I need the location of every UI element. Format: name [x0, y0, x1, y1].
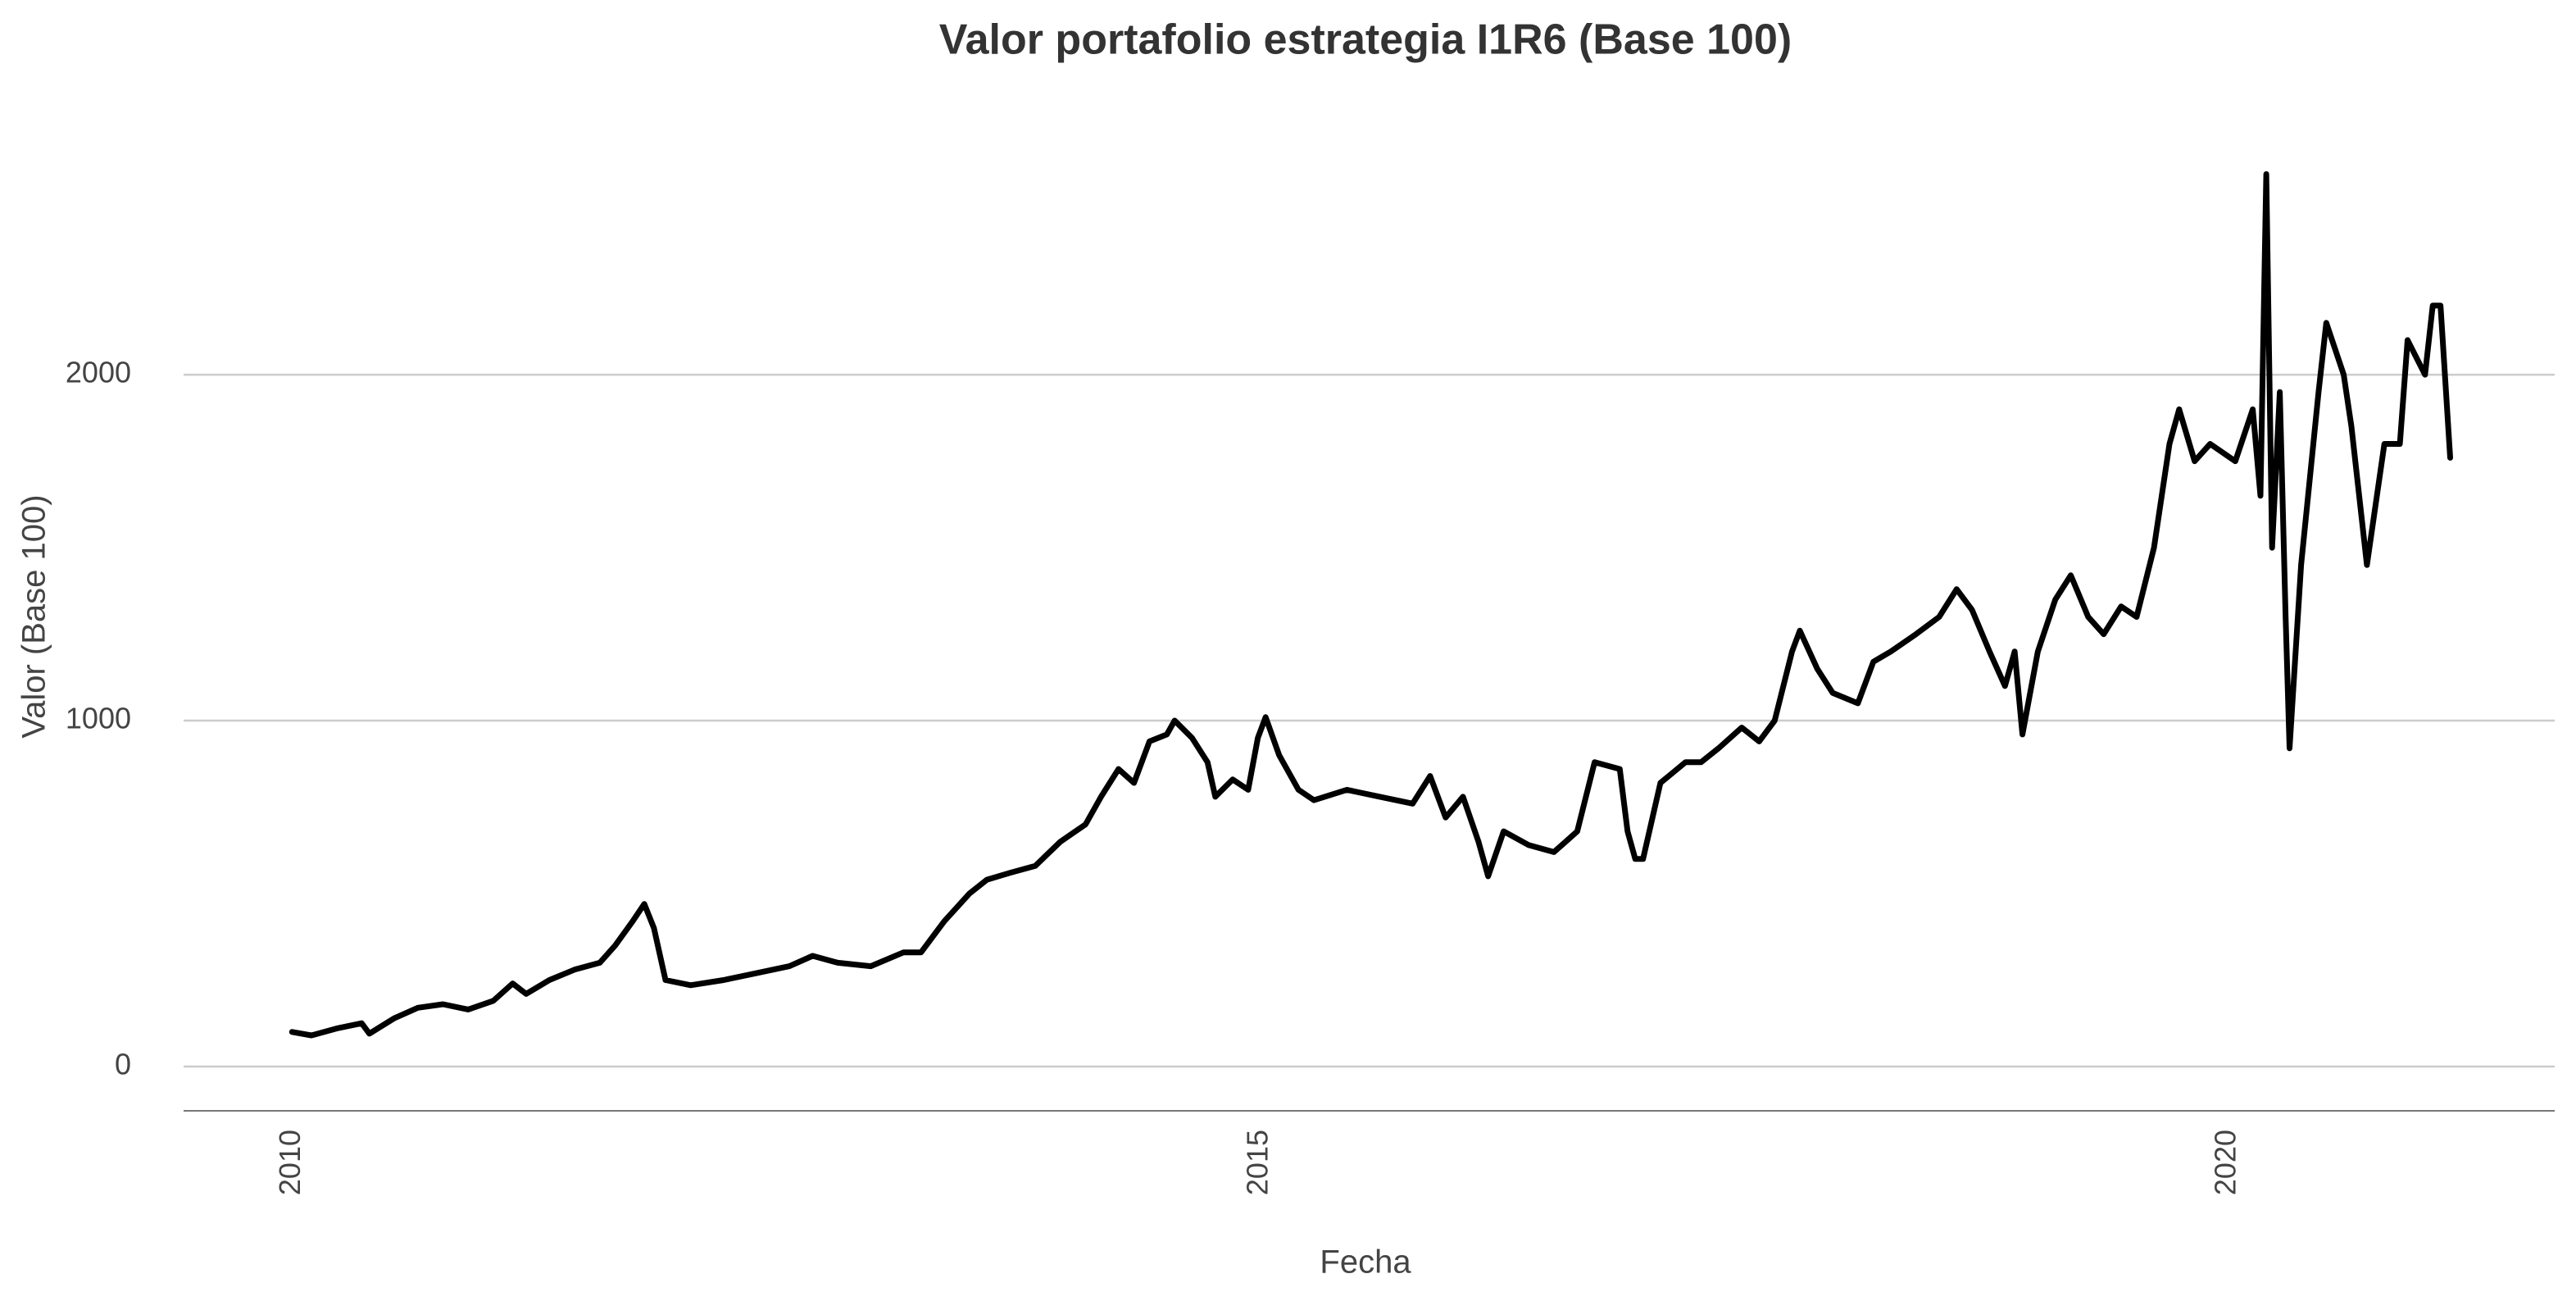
x-axis-title: Fecha: [1320, 1244, 1411, 1281]
y-axis-title: Valor (Base 100): [16, 494, 52, 738]
data-line: [288, 171, 2453, 1039]
x-tick-label: 2020: [2208, 1130, 2242, 1195]
x-tick-label: 2015: [1241, 1130, 1274, 1195]
x-tick-label: 2010: [273, 1130, 307, 1195]
y-tick-label: 1000: [66, 702, 131, 735]
y-tick-label: 2000: [66, 356, 131, 389]
y-tick-label: 0: [115, 1048, 131, 1081]
chart-title: Valor portafolio estrategia I1R6 (Base 1…: [939, 16, 1792, 64]
